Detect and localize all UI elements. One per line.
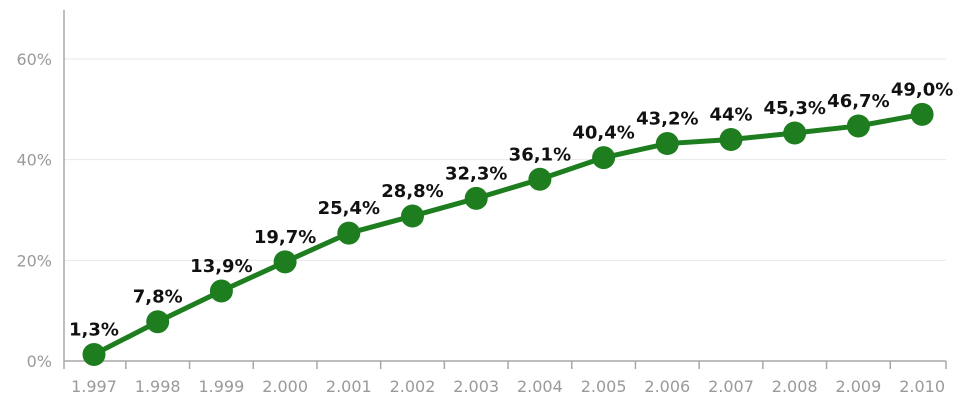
y-tick-label: 0% [27,352,52,371]
y-tick-label: 20% [16,251,52,270]
data-point [528,167,552,191]
y-tick-label: 60% [16,50,52,69]
x-tick-label: 2.000 [262,377,308,396]
data-label: 40,4% [572,123,634,144]
data-label: 1,3% [69,319,119,340]
data-point [209,279,233,303]
x-tick-label: 2.003 [453,377,499,396]
x-tick-label: 1.997 [71,377,117,396]
data-label: 13,9% [190,256,252,277]
data-point [910,102,934,126]
data-point [401,204,424,228]
data-label: 46,7% [827,91,889,112]
data-label: 25,4% [318,198,380,219]
x-tick-label: 2.005 [581,377,627,396]
data-point [592,146,616,170]
x-tick-label: 2.010 [899,377,945,396]
data-point [846,114,870,138]
x-tick-label: 2.007 [708,377,754,396]
data-point [273,250,297,274]
axis-layer: 0% 20% 40% 60% 1.997 1.998 1.999 2.000 2.001 2.00… [16,10,947,396]
x-tick-label: 2.006 [644,377,690,396]
x-tick-label: 2.008 [772,377,818,396]
data-point [337,221,361,245]
data-label: 36,1% [509,144,571,165]
data-label: 49,0% [891,79,953,100]
data-point [464,186,488,210]
data-point [783,121,807,145]
data-label: 32,3% [445,163,507,184]
data-label: 28,8% [381,181,443,202]
data-label: 44% [709,105,752,126]
x-tick-label: 2.009 [835,377,881,396]
data-point [655,132,679,156]
data-point [719,128,743,152]
x-tick-label: 2.002 [390,377,436,396]
data-point [82,342,106,366]
label-layer: 1,3% 7,8% 13,9%19,7%25,4%28,8%32,3%36,1%40… [69,79,953,340]
data-point [146,310,170,334]
y-tick-label: 40% [16,151,52,170]
x-tick-label: 2.001 [326,377,372,396]
grid-layer [64,58,946,261]
data-label: 45,3% [763,98,825,119]
x-tick-label: 1.999 [198,377,244,396]
data-label: 43,2% [636,109,698,130]
series-layer [82,102,934,366]
x-tick-label: 2.004 [517,377,563,396]
data-label: 7,8% [133,287,183,308]
x-tick-label: 1.998 [135,377,181,396]
data-label: 19,7% [254,227,316,248]
